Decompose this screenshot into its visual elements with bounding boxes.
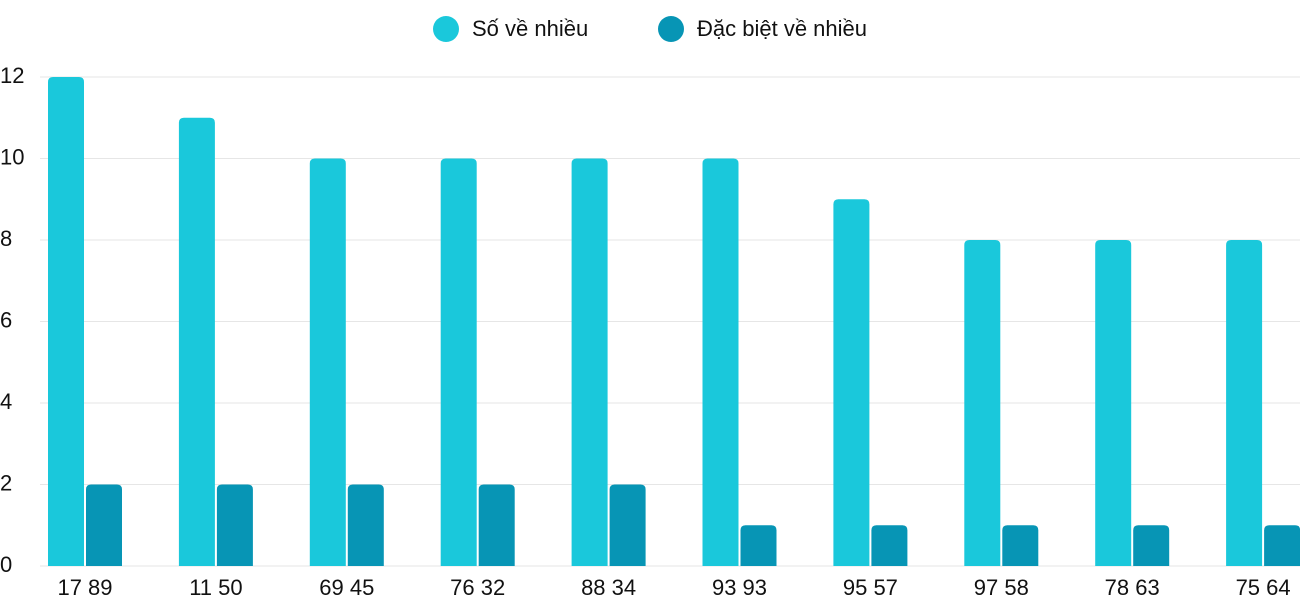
bar: [833, 199, 870, 566]
y-tick-label: 8: [0, 226, 12, 251]
x-tick-label: 76 32: [450, 575, 505, 600]
legend-label: Số về nhiều: [472, 16, 588, 41]
x-tick-label: 11 50: [189, 575, 242, 600]
bar: [309, 158, 346, 566]
x-tick-label: 17 89: [57, 575, 112, 600]
bar: [1264, 525, 1300, 566]
bar: [1002, 525, 1039, 566]
x-tick-label: 75 64: [1236, 575, 1291, 600]
bar: [478, 484, 515, 566]
x-tick-label: 88 34: [581, 575, 636, 600]
bar: [871, 525, 908, 566]
x-tick-label: 78 63: [1105, 575, 1160, 600]
bar: [740, 525, 777, 566]
y-tick-label: 12: [0, 63, 24, 88]
legend-swatch: [658, 16, 684, 42]
y-tick-label: 4: [0, 389, 12, 414]
y-tick-label: 10: [0, 144, 24, 169]
bar: [1226, 240, 1263, 566]
bar: [48, 77, 84, 566]
bar: [216, 484, 253, 566]
x-tick-label: 95 57: [843, 575, 898, 600]
bar: [964, 240, 1001, 566]
y-tick-label: 0: [0, 552, 12, 577]
y-tick-label: 2: [0, 470, 12, 495]
bar: [86, 484, 122, 566]
bar: [347, 484, 384, 566]
bar: [702, 158, 739, 566]
y-tick-label: 6: [0, 307, 12, 332]
x-tick-label: 97 58: [974, 575, 1029, 600]
x-tick-label: 93 93: [712, 575, 767, 600]
bar: [178, 117, 215, 566]
x-tick-label: 69 45: [319, 575, 374, 600]
legend-label: Đặc biệt về nhiều: [697, 16, 867, 41]
bar: [609, 484, 646, 566]
legend-swatch: [433, 16, 459, 42]
bar: [571, 158, 608, 566]
bar: [1095, 240, 1132, 566]
bar: [440, 158, 477, 566]
bar: [1133, 525, 1170, 566]
